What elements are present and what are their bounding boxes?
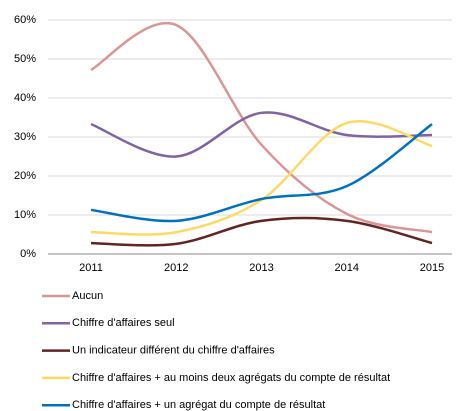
x-tick-label: 2012 <box>164 262 188 274</box>
series-line <box>90 123 433 223</box>
y-tick-label: 60% <box>14 14 36 26</box>
legend-label: Chiffre d'affaires + au moins deux agrég… <box>72 372 390 384</box>
series-line <box>90 21 433 234</box>
x-tick-label: 2015 <box>420 262 444 274</box>
x-tick-label: 2014 <box>335 262 359 274</box>
legend-label: Chiffre d'affaires + un agrégat du compt… <box>72 399 325 411</box>
legend-label: Aucun <box>72 290 103 302</box>
legend-label: Chiffre d'affaires seul <box>72 317 175 329</box>
y-tick-label: 20% <box>14 170 36 182</box>
x-tick-label: 2013 <box>249 262 273 274</box>
series-line <box>90 216 433 247</box>
series-line <box>90 111 433 158</box>
y-tick-label: 10% <box>14 209 36 221</box>
legend-label: Un indicateur différent du chiffre d'aff… <box>72 345 275 357</box>
y-tick-label: 50% <box>14 53 36 65</box>
y-tick-label: 40% <box>14 92 36 104</box>
y-tick-label: 0% <box>20 248 36 260</box>
x-tick-label: 2011 <box>79 262 103 274</box>
y-tick-label: 30% <box>14 131 36 143</box>
